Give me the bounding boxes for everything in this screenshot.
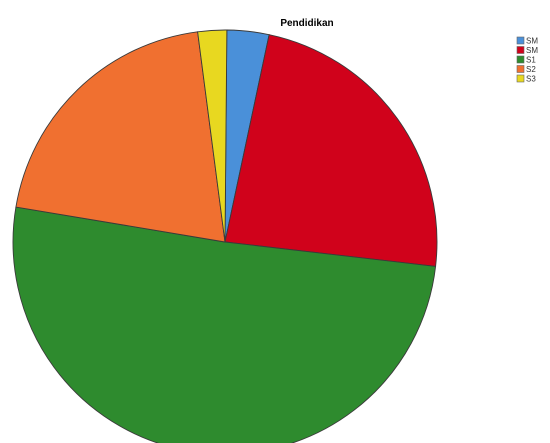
legend-item-3: S1 <box>516 55 536 65</box>
legend-swatch-2 <box>516 46 525 54</box>
legend-swatch-1 <box>516 36 525 45</box>
legend-item-1: SM <box>516 36 538 46</box>
legend-label-4: S2 <box>526 65 536 74</box>
legend-label-1: SM <box>526 37 538 46</box>
legend-swatch-3 <box>516 55 525 64</box>
legend-label-5: S3 <box>526 75 536 84</box>
legend-label-2: SM <box>526 46 538 55</box>
chart-title: Pendidikan <box>280 18 333 29</box>
pie-slice-2 <box>224 34 438 267</box>
pie-slice-4 <box>15 31 226 243</box>
legend-label-3: S1 <box>526 56 536 65</box>
pie-slices <box>12 29 438 443</box>
legend-swatch-4 <box>516 65 525 73</box>
legend-item-5: S3 <box>516 74 536 84</box>
pie-slice-3 <box>12 206 437 443</box>
legend-swatch-5 <box>516 74 525 83</box>
legend-item-2: SM <box>516 46 538 55</box>
pie-slice-5 <box>197 29 228 243</box>
legend-item-4: S2 <box>516 65 536 74</box>
